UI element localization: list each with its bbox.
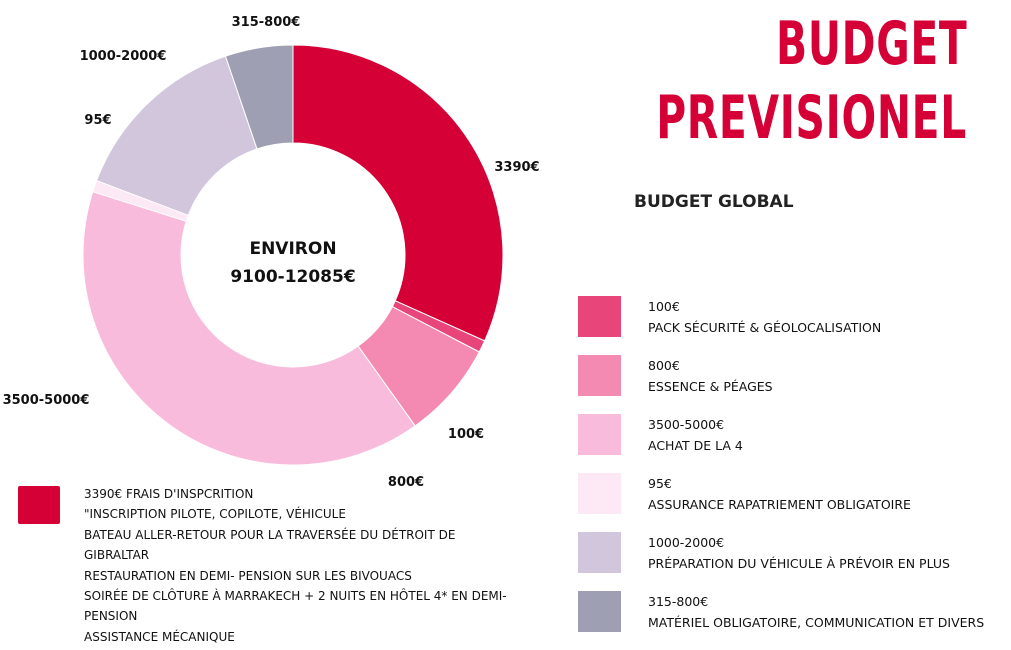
slice-label: 1000-2000€ — [80, 49, 167, 64]
slice-label: 3390€ — [494, 160, 539, 175]
legend-swatch — [578, 355, 621, 396]
legend-amount: 800€ — [648, 358, 680, 373]
note-swatch — [18, 486, 60, 524]
legend-description: PRÉPARATION DU VÉHICULE À PRÉVOIR EN PLU… — [648, 556, 950, 571]
slice-label: 95€ — [84, 113, 111, 128]
note-line: PENSION — [84, 609, 138, 624]
page-title: BUDGET — [686, 14, 967, 74]
slice-label: 315-800€ — [232, 15, 301, 30]
legend-description: ESSENCE & PÉAGES — [648, 379, 773, 394]
legend-swatch — [578, 532, 621, 573]
note-line: "INSCRIPTION PILOTE, COPILOTE, VÉHICULE — [84, 507, 346, 522]
legend-swatch — [578, 296, 621, 337]
center-label-line2: 9100-12085€ — [230, 267, 355, 287]
legend-description: ASSURANCE RAPATRIEMENT OBLIGATOIRE — [648, 497, 911, 512]
note-line: 3390€ FRAIS D'INSPCRITION — [84, 487, 254, 501]
legend-swatch — [578, 414, 621, 455]
slice-label: 100€ — [448, 427, 484, 442]
legend-amount: 100€ — [648, 299, 680, 314]
center-label-line1: ENVIRON — [249, 239, 336, 259]
legend-description: MATÉRIEL OBLIGATOIRE, COMMUNICATION ET D… — [648, 615, 985, 630]
registration-note: 3390€ FRAIS D'INSPCRITION "INSCRIPTION P… — [18, 484, 514, 647]
legend-amount: 315-800€ — [648, 594, 709, 609]
donut-slice — [292, 44, 504, 342]
note-line: SOIRÉE DE CLÔTURE À MARRAKECH + 2 NUITS … — [84, 589, 507, 604]
page-title-line2: PREVISIONEL — [510, 88, 967, 148]
note-line: RESTAURATION EN DEMI- PENSION SUR LES BI… — [84, 568, 412, 583]
title-line2: PREVISIONEL — [656, 83, 967, 153]
legend-item: 3500-5000€ ACHAT DE LA 4 — [578, 414, 984, 473]
legend-amount: 95€ — [648, 476, 672, 491]
page-subtitle: BUDGET GLOBAL — [634, 192, 794, 212]
donut-slice — [82, 191, 416, 466]
slice-label: 3500-5000€ — [3, 393, 90, 408]
legend: 100€ PACK SÉCURITÉ & GÉOLOCALISATION 800… — [578, 296, 984, 650]
donut-slices — [82, 44, 504, 466]
legend-amount: 1000-2000€ — [648, 535, 725, 550]
title-line1: BUDGET — [775, 9, 967, 79]
legend-item: 315-800€ MATÉRIEL OBLIGATOIRE, COMMUNICA… — [578, 591, 984, 650]
legend-amount: 3500-5000€ — [648, 417, 725, 432]
legend-description: ACHAT DE LA 4 — [648, 438, 743, 453]
slice-label: 800€ — [388, 475, 424, 490]
legend-swatch — [578, 473, 621, 514]
note-line: BATEAU ALLER-RETOUR POUR LA TRAVERSÉE DU… — [84, 527, 456, 542]
note-line: GIBRALTAR — [84, 548, 150, 563]
legend-item: 800€ ESSENCE & PÉAGES — [578, 355, 984, 414]
note-line: ASSISTANCE MÉCANIQUE — [84, 629, 235, 644]
legend-swatch — [578, 591, 621, 632]
legend-item: 95€ ASSURANCE RAPATRIEMENT OBLIGATOIRE — [578, 473, 984, 532]
legend-item: 1000-2000€ PRÉPARATION DU VÉHICULE À PRÉ… — [578, 532, 984, 591]
legend-description: PACK SÉCURITÉ & GÉOLOCALISATION — [648, 320, 882, 335]
legend-item: 100€ PACK SÉCURITÉ & GÉOLOCALISATION — [578, 296, 984, 355]
donut-slice — [224, 44, 294, 150]
donut-slice-labels: 3390€ 100€ 800€ 3500-5000€ 95€ 1000-2000€ 315-… — [3, 15, 540, 490]
